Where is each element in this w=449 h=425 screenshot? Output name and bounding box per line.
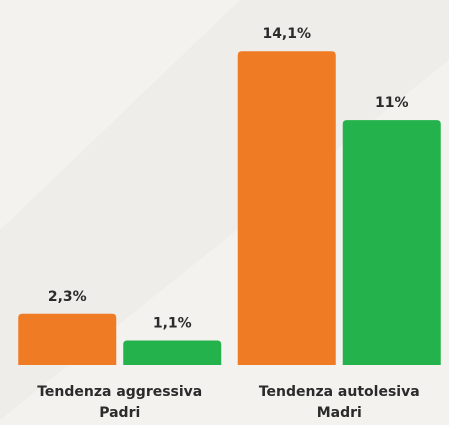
bar xyxy=(123,340,222,365)
bar xyxy=(18,313,117,365)
value-label: 14,1% xyxy=(262,26,311,42)
x-tick-label: Tendenza autolesiva xyxy=(259,384,420,400)
bar xyxy=(237,51,336,365)
x-tick-label: Tendenza aggressiva xyxy=(37,384,202,400)
bar xyxy=(342,120,441,366)
value-label: 11% xyxy=(375,95,409,111)
value-label: 2,3% xyxy=(48,289,87,305)
legend-label: Padri xyxy=(99,405,140,421)
legend-label: Madri xyxy=(317,405,362,421)
value-label: 1,1% xyxy=(153,316,192,332)
